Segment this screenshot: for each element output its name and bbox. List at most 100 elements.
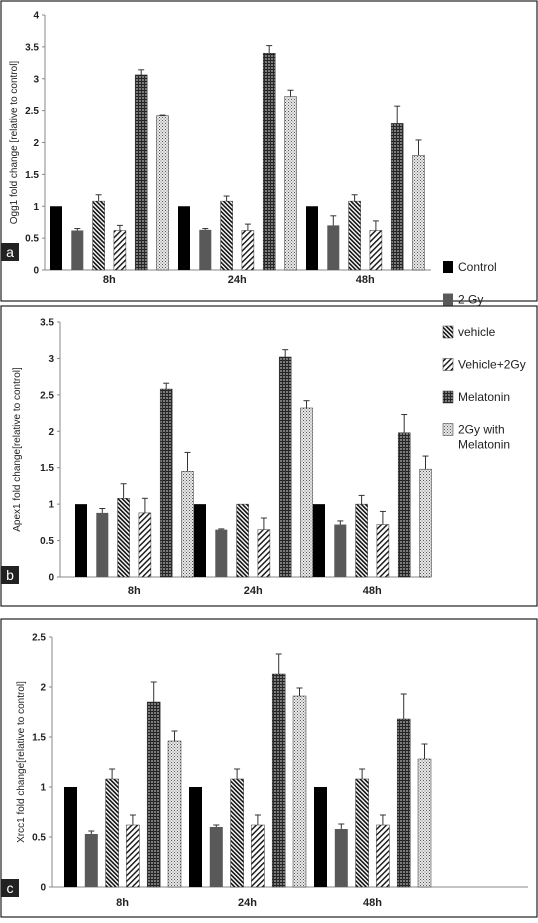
category-label-24h: 24h	[238, 897, 257, 909]
category-label-48h: 48h	[363, 897, 382, 909]
legend-label-control: Control	[458, 260, 497, 274]
panel-c-frame	[0, 618, 538, 918]
panel-b-frame	[0, 305, 538, 607]
bar-gy2-8h	[84, 834, 98, 887]
bar-gy2-48h	[327, 225, 340, 270]
panel-letter-c: c	[7, 880, 14, 896]
bar-veh2gy-48h	[376, 824, 390, 888]
category-label-48h: 48h	[356, 274, 375, 286]
bar-gy2-48h	[334, 524, 347, 577]
y-tick-label: 1.5	[25, 170, 39, 181]
panel-letter-box	[1, 566, 19, 584]
y-tick-label: 0	[48, 573, 54, 584]
legend-label-gy2: 2 Gy	[458, 293, 483, 307]
bar-melgy-48h	[412, 155, 425, 271]
y-tick-label: 3.5	[40, 318, 54, 329]
panel-letter-box	[1, 879, 19, 897]
bar-mel-48h	[390, 123, 404, 271]
category-label-8h: 8h	[116, 897, 129, 909]
legend-label-melgy: 2Gy with	[458, 423, 505, 437]
bar-mel-24h	[278, 356, 292, 578]
y-tick-label: 1.5	[32, 733, 46, 744]
y-tick-label: 1.5	[40, 463, 54, 474]
bar-veh2gy-24h	[241, 230, 255, 271]
y-axis-label: Xrcc1 fold change[relative to control]	[16, 681, 27, 843]
bar-vehicle-8h	[105, 778, 119, 888]
legend-swatch-vehicle	[442, 325, 454, 339]
bar-control-48h	[313, 504, 325, 577]
bar-mel-8h	[146, 701, 161, 888]
y-tick-label: 0.5	[40, 536, 54, 547]
panel-letter-a: a	[6, 244, 14, 260]
bar-gy2-24h	[215, 529, 228, 577]
bar-control-8h	[75, 504, 87, 577]
y-tick-label: 2	[33, 138, 39, 149]
y-tick-label: 1	[33, 202, 39, 213]
bar-melgy-24h	[300, 407, 313, 578]
y-tick-label: 2.5	[32, 633, 46, 644]
bar-mel-24h	[271, 673, 286, 888]
chart-b: 0 0.5 1 1.5 2 2.5 3 3.5 Apex1 fold change[relati…	[1, 318, 432, 597]
bar-veh2gy-48h	[369, 230, 383, 271]
bar-veh2gy-8h	[126, 824, 140, 888]
y-axis-label: Ogg1 fold change [relative to control]	[9, 61, 20, 225]
category-label-8h: 8h	[128, 585, 141, 597]
bar-control-48h	[306, 206, 318, 270]
bar-gy2-24h	[199, 229, 212, 270]
legend-swatch-veh2gy	[442, 358, 454, 371]
category-label-24h: 24h	[228, 274, 247, 286]
bar-vehicle-48h	[348, 200, 361, 271]
bar-control-24h	[189, 787, 202, 887]
bar-control-8h	[64, 787, 77, 887]
legend-label-melgy-line2: Melatonin	[458, 438, 510, 452]
bar-melgy-48h	[417, 758, 432, 888]
category-label-48h: 48h	[363, 585, 382, 597]
y-tick-label: 1	[48, 500, 54, 511]
y-tick-label: 3	[48, 354, 54, 365]
y-tick-label: 1	[40, 783, 46, 794]
bar-veh2gy-8h	[138, 512, 152, 578]
y-tick-label: 3	[33, 74, 39, 85]
bar-vehicle-24h	[236, 503, 249, 578]
bar-control-48h	[314, 787, 327, 887]
y-tick-label: 2.5	[40, 390, 54, 401]
y-tick-label: 0	[33, 266, 39, 277]
bar-gy2-8h	[96, 512, 109, 577]
y-tick-label: 4	[33, 11, 39, 22]
bar-mel-8h	[159, 388, 173, 578]
legend-swatch-melgy	[442, 423, 454, 436]
bar-gy2-48h	[334, 829, 348, 887]
chart-c: 0 0.5 1 1.5 2 2.5 Xrcc1 fold change[relative t…	[1, 633, 528, 909]
bar-gy2-24h	[209, 827, 223, 887]
bar-vehicle-48h	[355, 503, 368, 578]
y-tick-label: 2	[40, 683, 46, 694]
bar-vehicle-8h	[92, 200, 105, 271]
panel-letter-box	[1, 243, 19, 261]
panel-letter-b: b	[6, 567, 14, 583]
bar-gy2-8h	[71, 230, 84, 270]
bar-veh2gy-8h	[113, 230, 127, 271]
bar-mel-24h	[262, 53, 276, 271]
bar-vehicle-8h	[117, 498, 130, 578]
bar-melgy-48h	[419, 468, 432, 578]
bar-melgy-8h	[167, 740, 182, 888]
bar-mel-48h	[397, 432, 411, 578]
bar-melgy-24h	[284, 96, 297, 271]
category-label-24h: 24h	[244, 585, 263, 597]
bar-control-8h	[50, 206, 62, 270]
bar-vehicle-24h	[220, 200, 233, 271]
legend-swatch-control	[443, 261, 453, 273]
category-label-8h: 8h	[103, 274, 116, 286]
bar-melgy-24h	[292, 695, 307, 888]
y-tick-label: 3.5	[25, 42, 39, 53]
y-tick-label: 0.5	[32, 833, 46, 844]
legend-swatch-mel	[442, 390, 454, 404]
legend-label-mel: Melatonin	[458, 390, 510, 404]
y-tick-label: 0	[40, 883, 46, 894]
legend-label-veh2gy: Vehicle+2Gy	[458, 358, 526, 372]
bar-veh2gy-24h	[251, 824, 265, 888]
bar-veh2gy-24h	[257, 529, 271, 578]
y-axis-label: Apex1 fold change[relative to control]	[12, 367, 23, 532]
